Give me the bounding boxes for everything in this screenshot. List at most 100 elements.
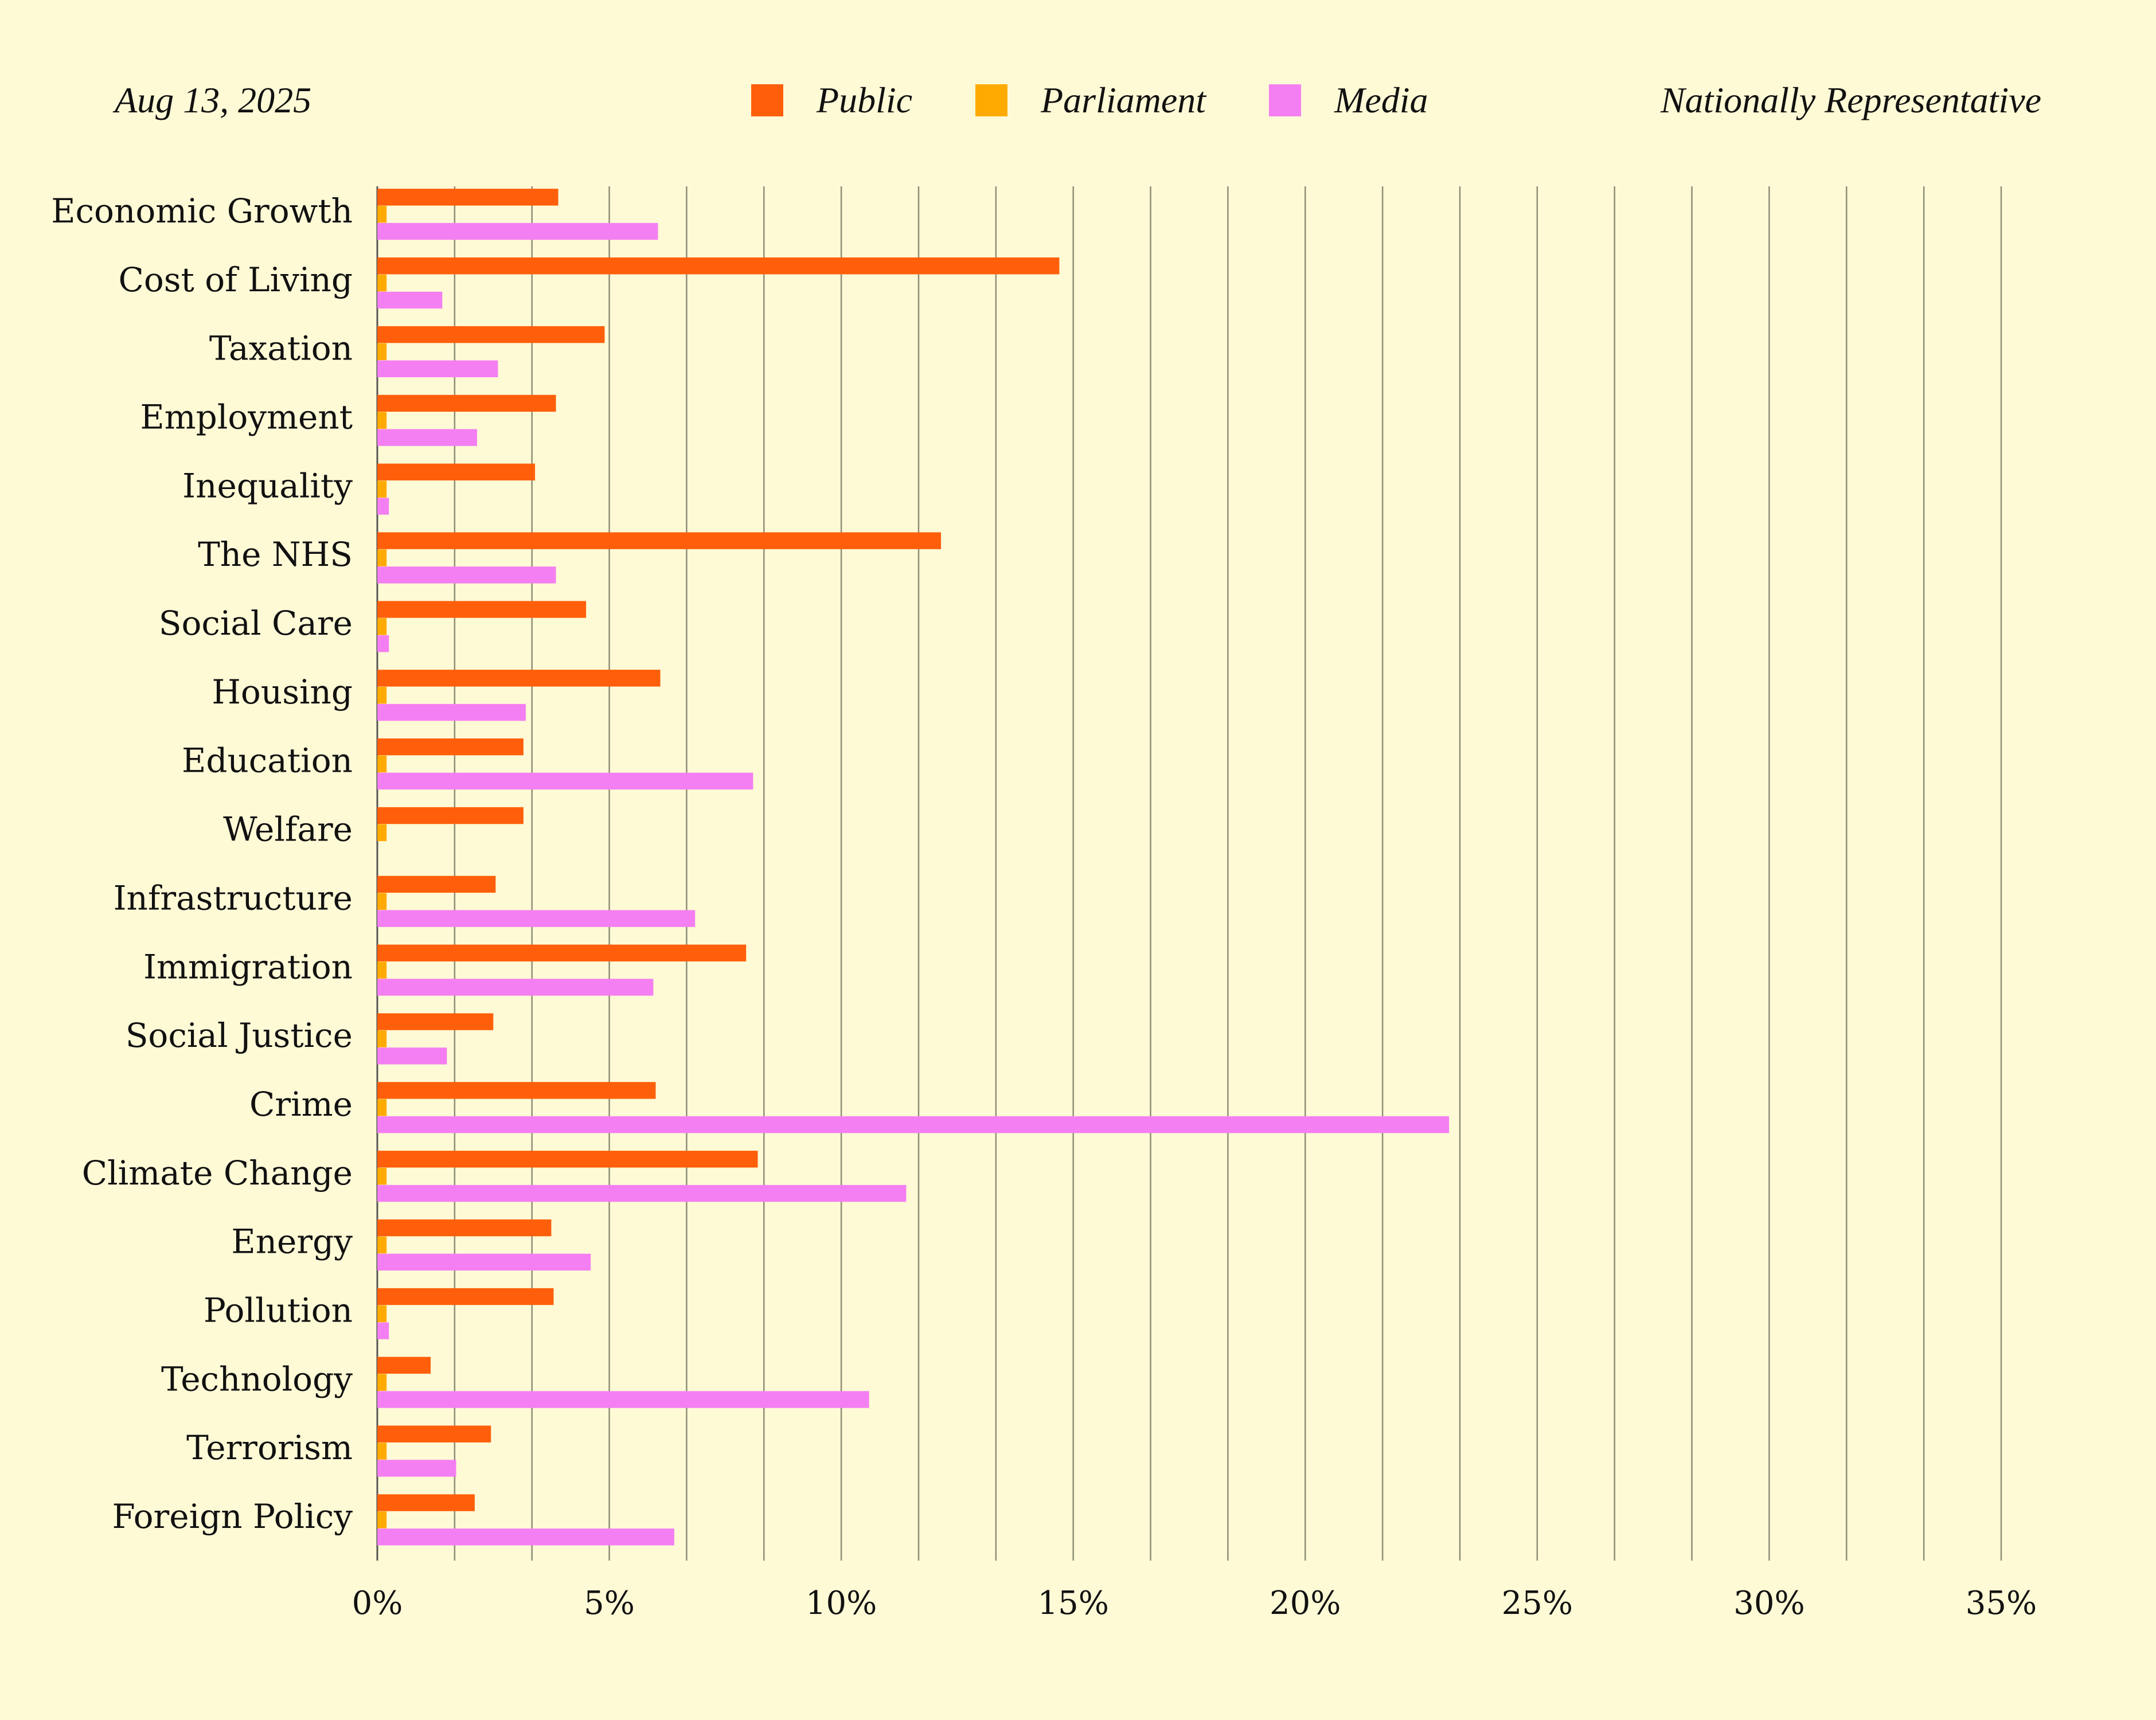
legend-label-parliament: Parliament [1041,80,1206,120]
bar-parliament-technology [377,1374,387,1391]
legend-swatch-media [1269,84,1302,116]
bar-public-crime [377,1082,656,1099]
date-label: Aug 13, 2025 [115,80,312,120]
bar-public-terrorism [377,1425,491,1443]
bar-parliament-crime [377,1099,387,1116]
bar-parliament-pollution [377,1305,387,1323]
x-tick-label: 10% [806,1585,877,1622]
chart-header: Aug 13, 2025 Public Parliament Media Nat… [0,0,2156,172]
category-label: Infrastructure [114,878,353,917]
bar-media-energy [377,1253,591,1271]
legend-swatch-public [751,84,783,116]
x-tick-label: 15% [1037,1585,1108,1622]
bar-parliament-terrorism [377,1443,387,1460]
bar-public-social-justice [377,1013,494,1030]
bar-media-cost-of-living [377,291,443,309]
bar-media-social-justice [377,1047,447,1065]
bar-public-the-nhs [377,532,942,549]
bar-public-taxation [377,326,605,343]
category-label: The NHS [198,535,353,574]
category-label: Housing [212,673,353,712]
bar-media-foreign-policy [377,1529,674,1546]
category-label: Technology [161,1359,353,1398]
bar-public-foreign-policy [377,1494,475,1511]
bar-parliament-welfare [377,824,387,842]
category-label: Terrorism [186,1428,353,1467]
category-label: Social Care [159,604,353,643]
bar-public-cost-of-living [377,257,1060,275]
x-tick-label: 35% [1966,1585,2037,1622]
category-label: Energy [231,1222,353,1261]
bar-media-housing [377,703,526,721]
bar-parliament-social-care [377,618,387,635]
bar-media-infrastructure [377,910,696,927]
x-tick-label: 0% [352,1585,403,1622]
axis-labels: Economic Growth Cost of Living Taxation Emp… [51,191,2037,1622]
x-tick-label: 5% [584,1585,635,1622]
x-tick-label: 30% [1733,1585,1805,1622]
category-label: Cost of Living [119,260,353,299]
category-label: Immigration [143,947,353,986]
bar-public-immigration [377,944,747,961]
category-label: Climate Change [82,1154,353,1193]
legend-item-media: Media [1269,79,1428,122]
gridlines [376,186,2002,1561]
bar-media-social-care [377,635,389,652]
bar-public-education [377,738,524,756]
bar-public-technology [377,1357,431,1374]
category-label: Welfare [223,810,353,849]
bar-parliament-immigration [377,961,387,979]
bar-public-social-care [377,601,587,618]
bar-media-inequality [377,498,389,515]
bar-parliament-the-nhs [377,549,387,566]
category-label: Inequality [182,466,353,505]
bar-public-welfare [377,807,524,824]
legend-label-media: Media [1334,80,1428,120]
category-label: Social Justice [126,1016,353,1055]
bar-public-inequality [377,463,536,480]
category-label: Taxation [209,329,353,368]
x-tick-label: 20% [1270,1585,1341,1622]
category-label: Foreign Policy [112,1497,353,1536]
bar-parliament-employment [377,412,387,429]
bar-parliament-economic-growth [377,206,387,223]
category-label: Education [182,741,353,780]
bar-public-climate-change [377,1151,758,1168]
bar-parliament-energy [377,1236,387,1254]
category-label: Pollution [204,1291,353,1330]
bar-media-economic-growth [377,222,658,240]
bar-parliament-housing [377,687,387,704]
bar-parliament-foreign-policy [377,1511,387,1529]
bars [377,189,1450,1546]
sample-label: Nationally Representative [1660,80,2041,120]
bar-public-housing [377,670,661,687]
bar-public-pollution [377,1288,554,1305]
bar-parliament-infrastructure [377,893,387,910]
bar-public-economic-growth [377,189,558,206]
bar-media-climate-change [377,1185,907,1202]
legend: Public Parliament Media [751,75,1428,126]
bar-media-taxation [377,360,498,377]
bar-parliament-inequality [377,480,387,498]
bar-parliament-social-justice [377,1030,387,1047]
category-label: Employment [140,397,353,436]
bar-parliament-taxation [377,343,387,361]
bar-public-energy [377,1219,552,1237]
legend-item-public: Public [751,79,912,122]
bar-public-infrastructure [377,875,496,893]
bar-media-crime [377,1116,1450,1133]
category-label: Economic Growth [51,191,353,230]
bar-media-education [377,772,753,790]
bar-media-immigration [377,979,654,996]
bar-media-employment [377,429,477,446]
legend-swatch-parliament [975,84,1008,116]
legend-item-parliament: Parliament [975,79,1206,122]
bar-parliament-education [377,755,387,773]
bar-parliament-climate-change [377,1167,387,1185]
bar-media-technology [377,1391,869,1408]
bar-media-terrorism [377,1460,456,1477]
x-tick-label: 25% [1502,1585,1573,1622]
category-label: Crime [249,1085,353,1124]
bar-media-pollution [377,1322,389,1339]
